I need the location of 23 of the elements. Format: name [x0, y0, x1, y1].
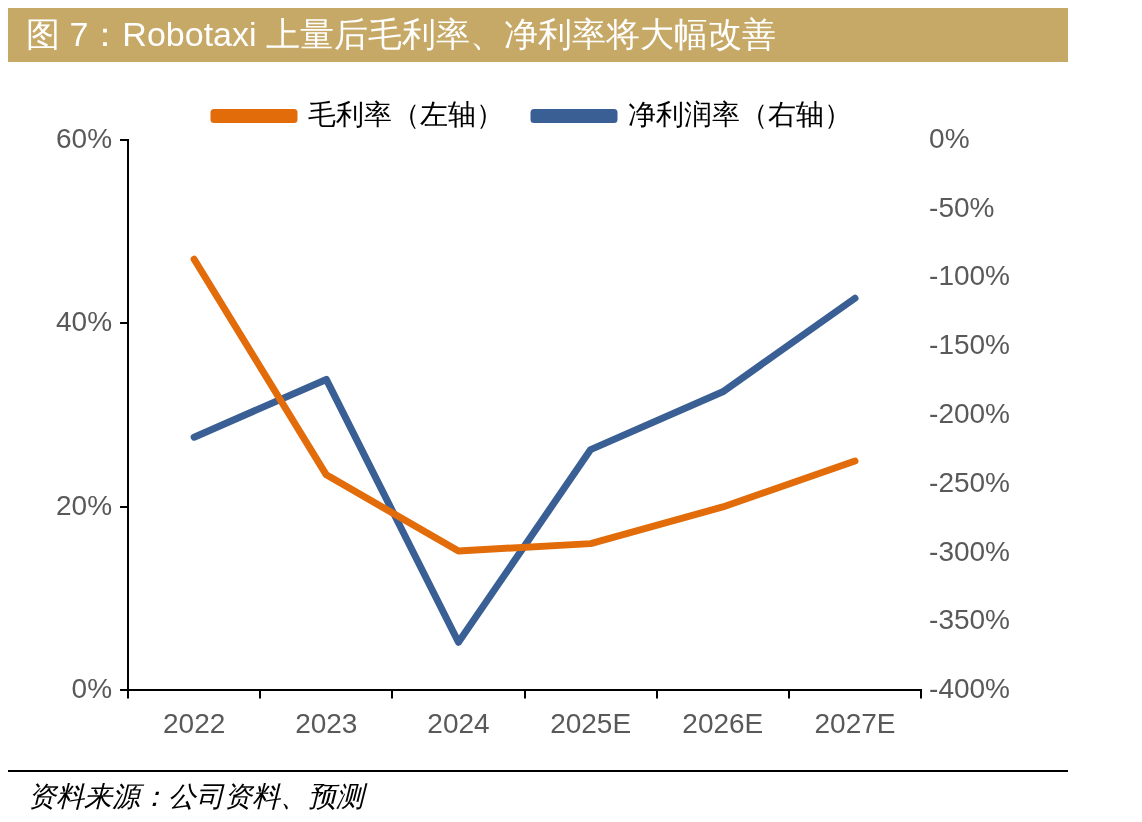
y2-tick-label: -250%	[929, 466, 1010, 498]
x-tick-label: 2025E	[550, 707, 632, 739]
legend-label: 毛利率（左轴）	[308, 98, 504, 130]
y2-tick-label: 0%	[929, 122, 970, 154]
x-tick-label: 2022	[162, 707, 226, 739]
y-tick-label: 60%	[55, 122, 113, 154]
y-tick-label: 20%	[55, 489, 113, 521]
y2-tick-label: -150%	[929, 329, 1010, 361]
x-tick-label: 2027E	[814, 707, 896, 739]
y2-tick-label: -400%	[929, 673, 1010, 705]
y2-tick-label: -100%	[929, 260, 1010, 292]
x-tick-label: 2026E	[682, 707, 764, 739]
y-tick-label: 0%	[71, 673, 113, 705]
y2-tick-label: -50%	[929, 191, 995, 223]
legend-label: 净利润率（右轴）	[628, 98, 852, 130]
x-tick-label: 2024	[427, 707, 490, 739]
y2-tick-label: -200%	[929, 397, 1010, 429]
y-tick-label: 40%	[55, 306, 113, 338]
y2-tick-label: -300%	[929, 535, 1010, 567]
y2-tick-label: -350%	[929, 604, 1010, 636]
chart-title: 图 7：Robotaxi 上量后毛利率、净利率将大幅改善	[8, 8, 1068, 62]
x-tick-label: 2023	[295, 707, 358, 739]
text: 资料来源：公司资料、预测	[8, 772, 1068, 822]
